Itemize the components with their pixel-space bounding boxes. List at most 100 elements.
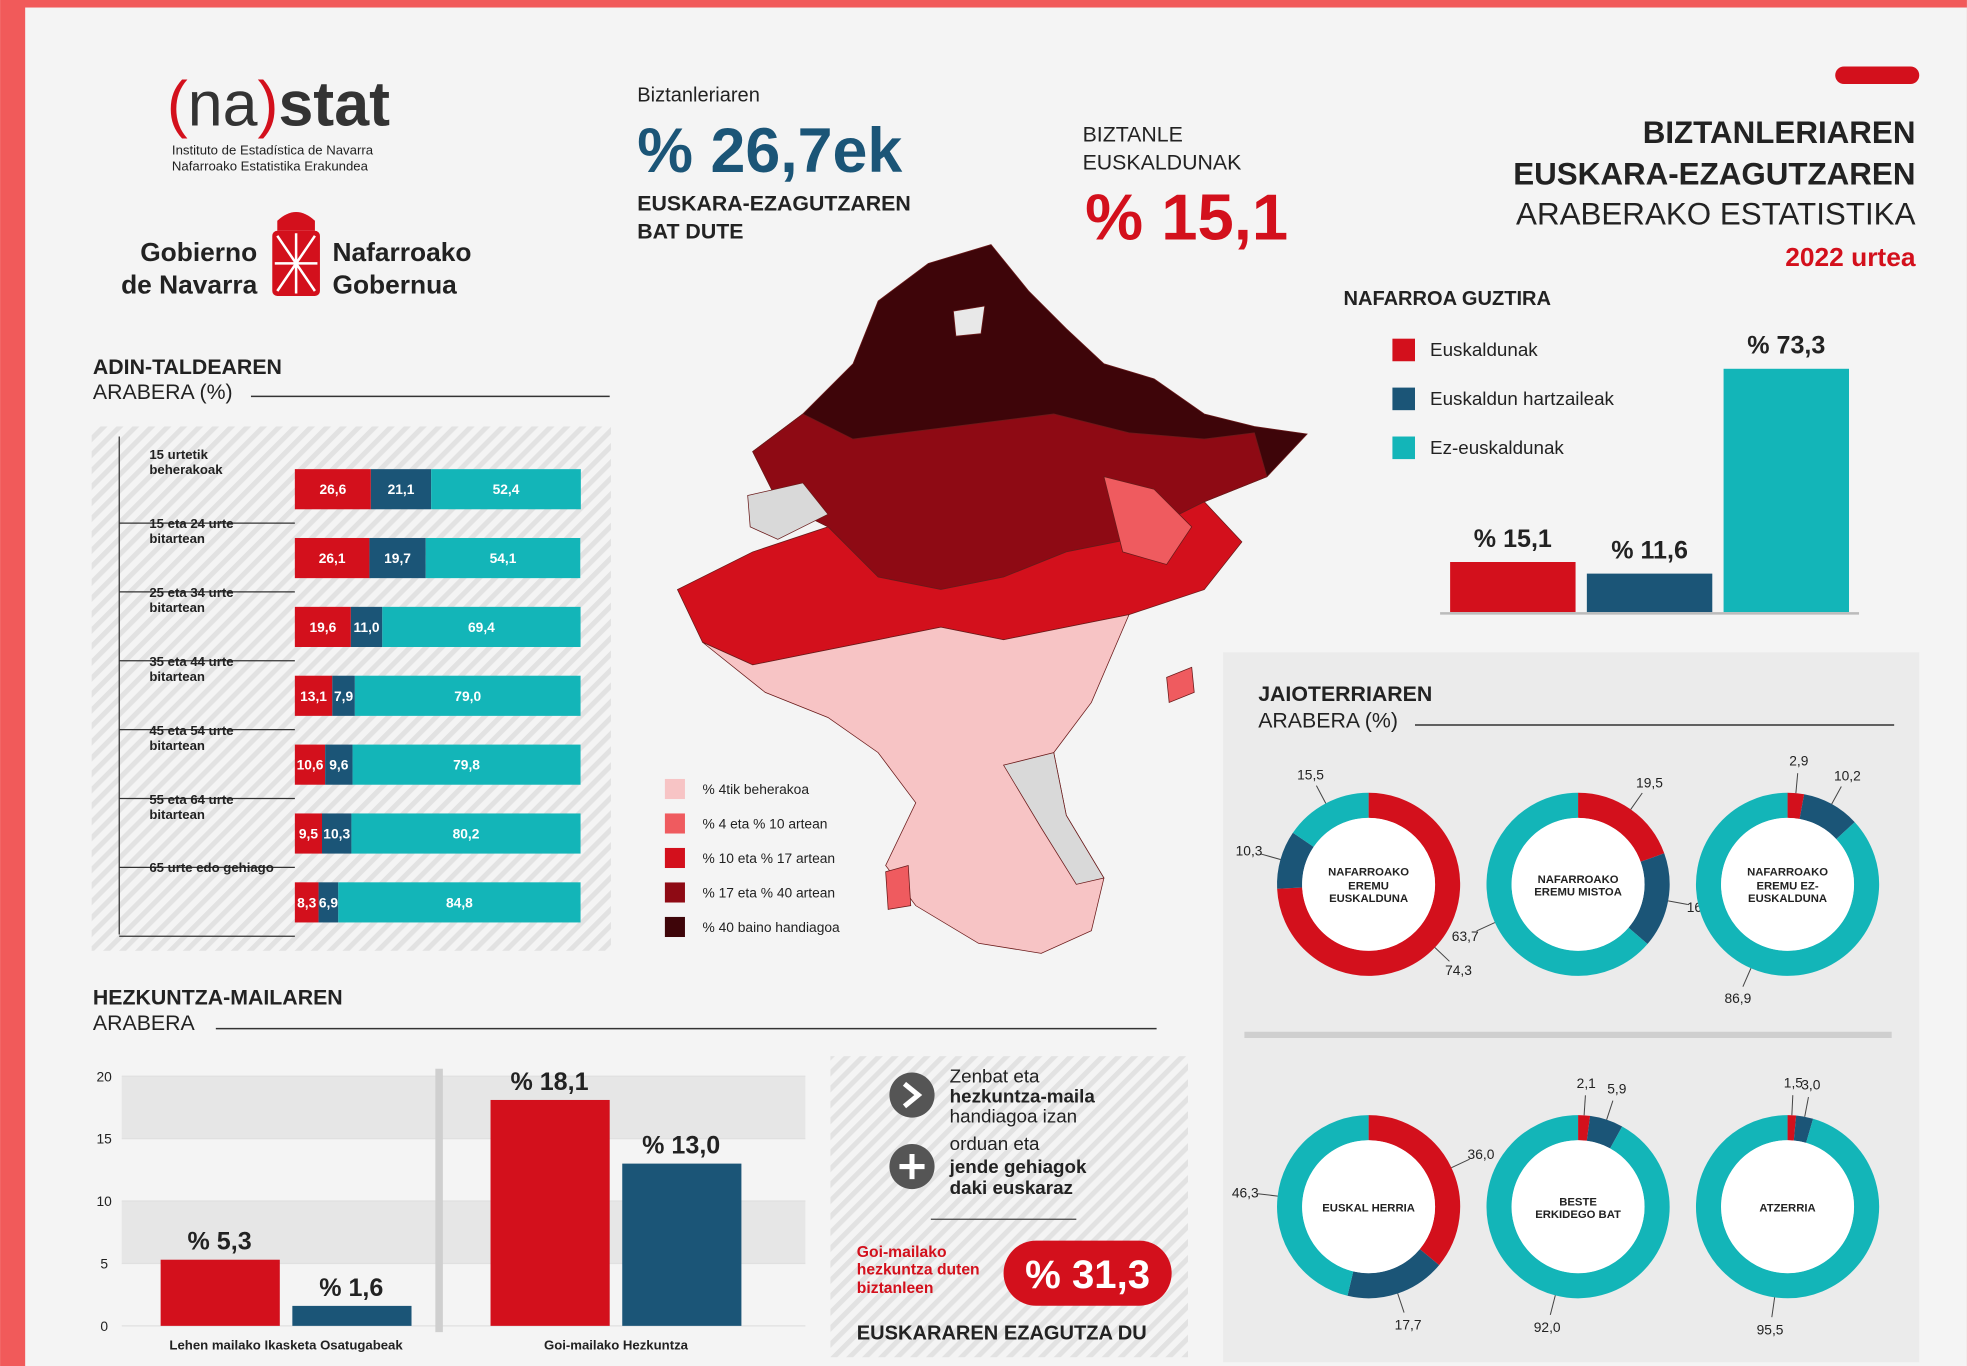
x-tick-label: Lehen mailako Ikasketa Osatugabeak	[169, 1338, 403, 1353]
donut-segment	[1787, 792, 1805, 819]
bar-segment	[351, 813, 581, 854]
category-label: 45 eta 54 urte bitartean	[149, 723, 234, 754]
legend-label: Ez-euskaldunak	[1430, 437, 1564, 458]
value-label: 26,1	[319, 551, 346, 566]
bar-segment	[294, 675, 333, 716]
bar	[1450, 561, 1576, 613]
donut-segment	[1695, 1115, 1880, 1299]
value-label: 86,9	[1724, 991, 1751, 1006]
value-label: 10,3	[323, 827, 350, 842]
section-title: NAFARROA GUZTIRA	[1344, 288, 1552, 310]
value-label: 79,8	[453, 758, 480, 773]
bar-segment	[425, 537, 581, 579]
leader-line	[1831, 786, 1842, 805]
gov-text: de Navarra	[121, 270, 257, 300]
callout-note-box: Goi-mailako hezkuntza duten biztanleen	[857, 1243, 980, 1297]
logo-part: na	[188, 69, 258, 139]
legend-swatch	[1392, 436, 1416, 460]
legend-label: % 40 baino handiagoa	[703, 920, 841, 935]
speakers-line: EUSKALDUNAK	[1083, 150, 1242, 174]
callout-text: orduan eta	[950, 1133, 1040, 1154]
category-label-box: 55 eta 64 urte bitartean	[149, 792, 233, 822]
divider	[435, 1068, 443, 1333]
bar-segment	[294, 537, 370, 579]
bar-segment	[294, 882, 319, 923]
donut-label-box: ATZERRIA	[1759, 1201, 1815, 1214]
bar	[292, 1305, 412, 1326]
logo-part: stat	[278, 69, 390, 139]
callout-footer: EUSKARAREN EZAGUTZA DU	[857, 1323, 1147, 1345]
category-label: 65 urte edo gehiago	[149, 860, 274, 877]
icon-glyph	[899, 1154, 925, 1180]
donut-segment	[1695, 792, 1880, 976]
title-line: EUSKARA-EZAGUTZAREN	[1513, 156, 1915, 191]
leader-line	[1791, 1095, 1794, 1116]
value-label: 19,6	[309, 620, 336, 635]
bar-segment	[338, 882, 581, 923]
legend-swatch	[1392, 338, 1416, 362]
donut-label-box: BESTE ERKIDEGO BAT	[1535, 1195, 1621, 1221]
gov-text: Gobierno	[140, 237, 257, 267]
category-label: 35 eta 44 urte bitartean	[149, 654, 234, 685]
value-label: 6,9	[319, 895, 338, 910]
logo: (na)stat	[167, 69, 390, 139]
donut-segment	[1799, 794, 1855, 840]
leader-line	[1630, 792, 1643, 810]
leader-line	[1397, 1293, 1405, 1313]
bar-segment	[370, 469, 432, 510]
value-label: 52,4	[493, 482, 520, 497]
headline-line: BAT DUTE	[637, 219, 743, 243]
leader-line	[1606, 1100, 1614, 1120]
category-label-box: 15 eta 24 urte bitartean	[149, 517, 233, 547]
donut-label: NAFARROAKO EREMU EUSKALDUNA	[1328, 866, 1410, 905]
bar-segment	[294, 813, 322, 854]
donut-label-box: NAFARROAKO EREMU MISTOA	[1534, 873, 1622, 899]
value-label: 46,3	[1232, 1185, 1259, 1200]
value-label: % 15,1	[1474, 525, 1552, 553]
donut-segment	[1277, 832, 1314, 889]
callout-text: handiagoa izan	[950, 1106, 1078, 1127]
donut-segment	[1577, 792, 1665, 863]
value-label: 21,1	[388, 482, 415, 497]
leader-line	[1260, 853, 1281, 860]
bar-segment	[332, 675, 355, 716]
category-label: 25 eta 34 urte bitartean	[149, 585, 234, 616]
x-tick-label: Goi-mailako Hezkuntza	[544, 1338, 689, 1353]
value-label: 19,5	[1636, 776, 1663, 791]
legend-swatch	[1392, 387, 1416, 411]
bar-segment	[382, 606, 581, 647]
value-label: 26,6	[319, 482, 346, 497]
value-label: 7,9	[334, 689, 353, 704]
bar-segment	[294, 469, 371, 510]
title-line: BIZTANLERIAREN	[1643, 115, 1916, 150]
section-title: JAIOTERRIAREN	[1258, 682, 1432, 706]
donut-label-box: EUSKAL HERRIA	[1322, 1201, 1415, 1215]
section-subtitle: ARABERA (%)	[1258, 709, 1398, 733]
bar	[160, 1259, 280, 1326]
section-title: HEZKUNTZA-MAILAREN	[93, 986, 343, 1010]
leader-line	[1476, 922, 1496, 932]
value-label: 8,3	[297, 895, 316, 910]
legend-label: % 10 eta % 17 artean	[703, 851, 836, 866]
logo-part: (	[167, 69, 188, 139]
legend-swatch	[664, 916, 685, 938]
icon	[889, 1072, 935, 1118]
value-label: 2,1	[1577, 1076, 1596, 1091]
speakers-figure: % 15,1	[1085, 181, 1288, 254]
bar	[1586, 573, 1713, 613]
value-label: % 5,3	[188, 1228, 252, 1256]
bar-segment	[325, 744, 353, 785]
value-label: % 13,0	[642, 1132, 720, 1160]
legend-label: Euskaldun hartzaileak	[1430, 388, 1615, 409]
value-label: 92,0	[1534, 1320, 1561, 1335]
headline-figure: % 26,7ek	[637, 116, 902, 186]
donut-label: EUSKAL HERRIA	[1322, 1201, 1415, 1215]
leader-line	[1434, 947, 1450, 962]
y-tick-label: 0	[100, 1319, 108, 1334]
donut-label-box: NAFARROAKO EREMU EUSKALDUNA	[1328, 866, 1410, 905]
headline-intro: Biztanleriaren	[637, 85, 760, 107]
category-label-box: 35 eta 44 urte bitartean	[149, 654, 234, 685]
value-label: 13,1	[300, 689, 327, 704]
icon-glyph	[902, 1081, 923, 1109]
